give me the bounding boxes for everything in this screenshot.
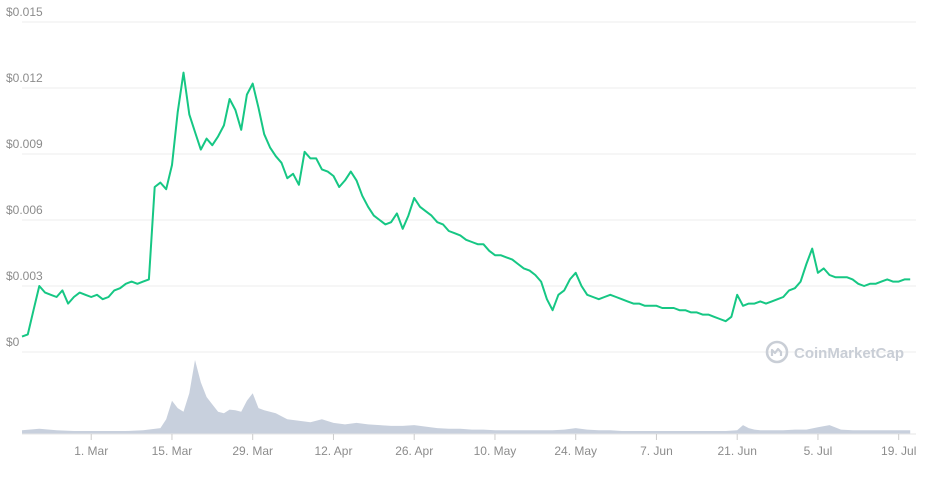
volume-area xyxy=(22,360,911,434)
watermark-text: CoinMarketCap xyxy=(794,345,904,362)
volume-series xyxy=(22,360,911,434)
x-tick-label: 29. Mar xyxy=(232,444,273,458)
y-tick-label: $0 xyxy=(6,335,20,349)
x-tick-label: 15. Mar xyxy=(152,444,193,458)
y-tick-label: $0.006 xyxy=(6,203,43,217)
x-axis-ticks: 1. Mar 15. Mar 29. Mar 12. Apr 26. Apr 10. Ma… xyxy=(22,433,916,458)
x-tick-label: 12. Apr xyxy=(314,444,352,458)
y-tick-label: $0.009 xyxy=(6,137,43,151)
x-tick-label: 19. Jul xyxy=(881,444,916,458)
x-tick-label: 10. May xyxy=(474,444,517,458)
x-tick-label: 7. Jun xyxy=(640,444,673,458)
x-tick-label: 24. May xyxy=(554,444,597,458)
price-line xyxy=(21,71,911,338)
x-tick-label: 5. Jul xyxy=(804,444,833,458)
x-tick-label: 21. Jun xyxy=(718,444,757,458)
price-series xyxy=(21,71,911,338)
y-tick-label: $0.012 xyxy=(6,71,43,85)
y-tick-label: $0.015 xyxy=(6,5,43,19)
y-axis-ticks: $0 $0.003 $0.006 $0.009 $0.012 $0.015 xyxy=(6,5,43,349)
x-tick-label: 26. Apr xyxy=(395,444,433,458)
coinmarketcap-logo-icon xyxy=(765,340,789,364)
watermark: CoinMarketCap xyxy=(765,340,904,364)
x-tick-label: 1. Mar xyxy=(74,444,108,458)
y-tick-label: $0.003 xyxy=(6,269,43,283)
